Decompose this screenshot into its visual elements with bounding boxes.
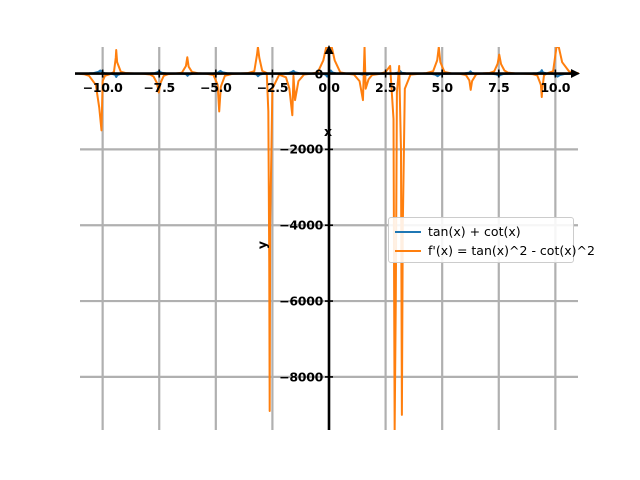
legend-swatch-series-1 <box>395 230 421 233</box>
y-tick-label: −8000 <box>279 369 323 385</box>
axis-spines <box>75 45 580 430</box>
x-axis-label: x <box>323 124 333 139</box>
legend-label-series-2: f'(x) = tan(x)^2 - cot(x)^2 <box>428 243 595 258</box>
legend[interactable]: tan(x) + cot(x) f'(x) = tan(x)^2 - cot(x… <box>388 217 595 263</box>
y-tick-label: 0 <box>314 66 324 82</box>
y-tick-label: −2000 <box>279 141 323 157</box>
x-tick-label: 0.0 <box>318 79 340 95</box>
y-axis-label: y <box>254 240 270 250</box>
axis-ticks <box>101 69 557 378</box>
x-tick-label: 2.5 <box>374 79 397 95</box>
legend-entry[interactable]: tan(x) + cot(x) <box>395 222 567 241</box>
x-tick-label: 7.5 <box>488 79 510 95</box>
legend-entry[interactable]: f'(x) = tan(x)^2 - cot(x)^2 <box>395 241 595 260</box>
legend-label-series-1: tan(x) + cot(x) <box>428 224 521 239</box>
x-tick-label: −7.5 <box>143 79 176 95</box>
x-tick-label: −2.5 <box>256 79 289 95</box>
x-tick-label: −10.0 <box>82 79 123 95</box>
y-tick-label: −6000 <box>279 293 323 309</box>
x-tick-label: 10.0 <box>540 79 571 95</box>
legend-swatch-series-2 <box>395 249 421 252</box>
series-line <box>79 47 579 430</box>
x-tick-label: −5.0 <box>200 79 232 95</box>
x-tick-label: 5.0 <box>431 79 454 95</box>
y-tick-label: −4000 <box>279 217 323 233</box>
